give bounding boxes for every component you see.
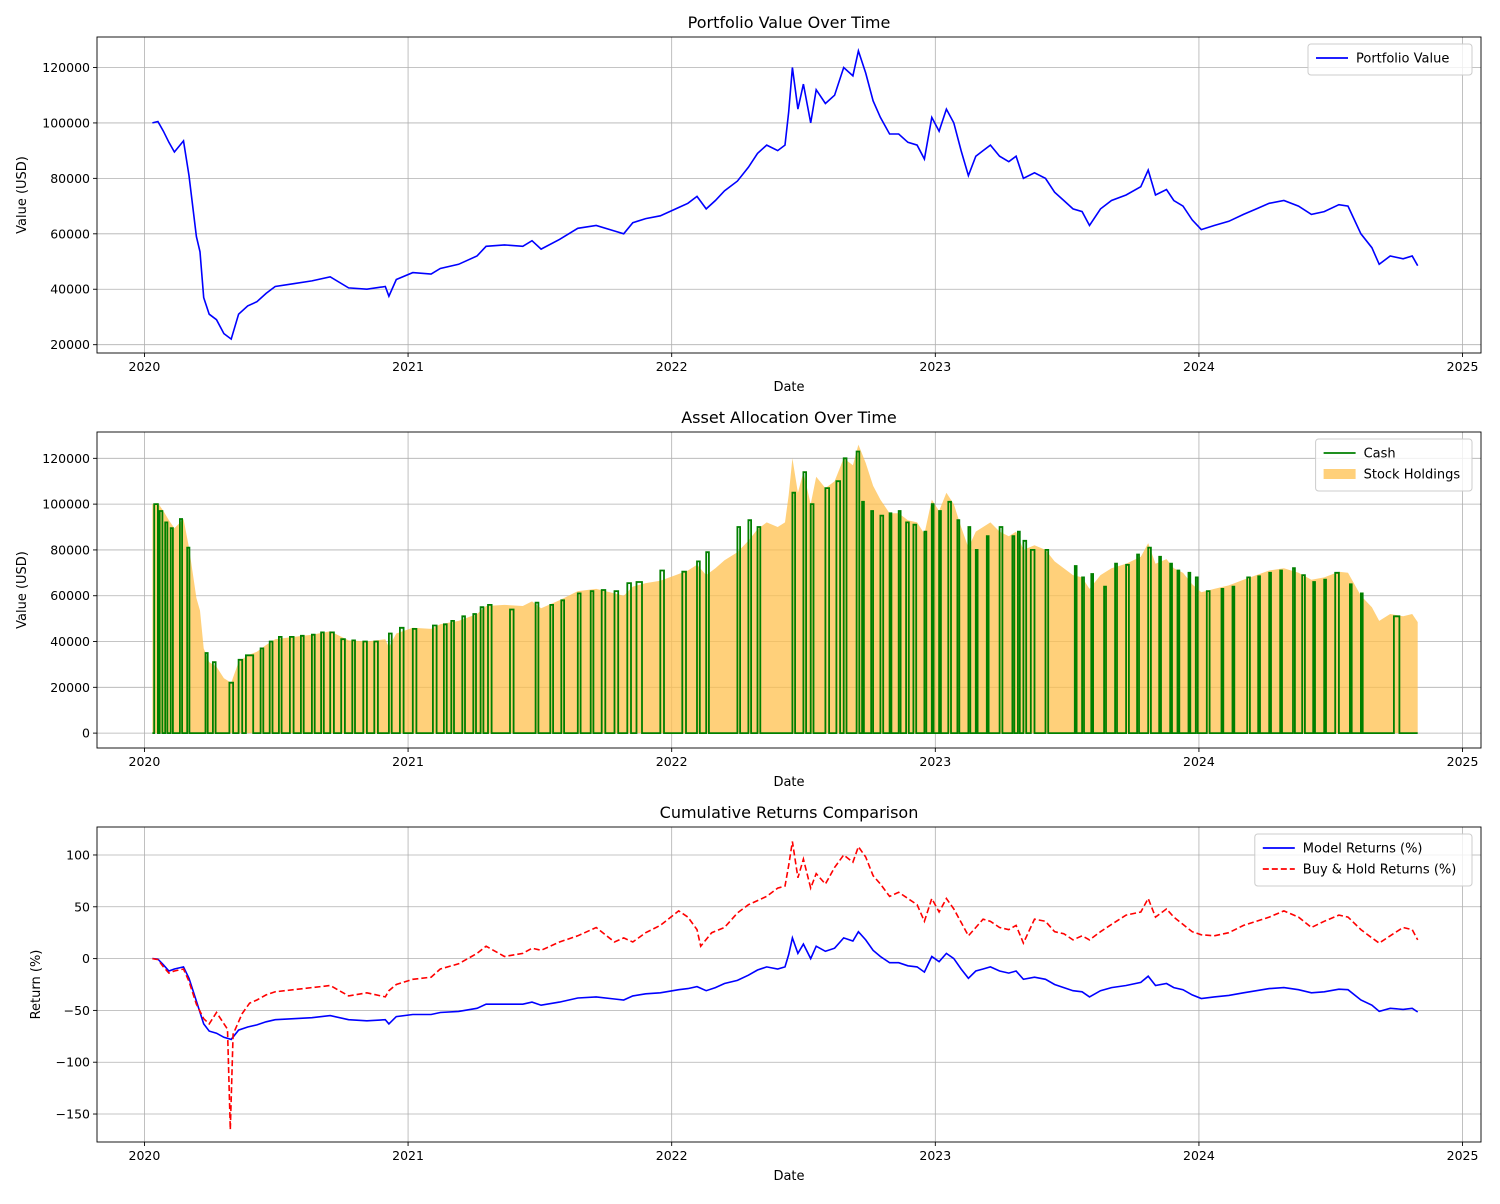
x-tick-label: 2025 [1447, 359, 1479, 374]
chart-title: Asset Allocation Over Time [681, 408, 897, 427]
chart-panel-3: 2020 2021 2022 2023 2024 2025 −150 −100 −50 0 50 10… [29, 803, 1482, 1184]
legend-box [1254, 833, 1473, 887]
x-tick-label: 2023 [919, 359, 951, 374]
y-tick-label: 120000 [42, 451, 90, 466]
chart-panel-1: 2020 2021 2022 2023 2024 2025 20000 40000 60000 8… [15, 13, 1482, 395]
x-tick-label: 2021 [392, 359, 424, 374]
series-line-cash [152, 450, 1418, 734]
axes-frame [96, 36, 1482, 354]
y-tick-label: 0 [82, 726, 90, 741]
y-axis-label: Value (USD) [15, 551, 30, 629]
y-tick-label: −50 [64, 1003, 90, 1018]
x-tick-label: 2023 [919, 1148, 951, 1163]
plot-area [152, 47, 1419, 341]
legend-label: Stock Holdings [1364, 468, 1461, 483]
y-tick-label: 60000 [50, 226, 90, 241]
y-axis-label: Value (USD) [15, 156, 30, 234]
x-tick-label: 2024 [1183, 1148, 1215, 1163]
legend-swatch [1323, 469, 1356, 479]
x-axis-label: Date [773, 775, 804, 790]
x-tick-label: 2022 [656, 754, 688, 769]
series-line-portfolio-value [152, 47, 1419, 341]
y-tick-label: 100 [66, 847, 90, 862]
y-tick-label: 100000 [42, 497, 90, 512]
series-line-model-returns [152, 930, 1419, 1041]
legend-box [1307, 43, 1473, 76]
chart-title: Portfolio Value Over Time [688, 13, 891, 32]
axes-frame [96, 826, 1482, 1143]
x-tick-label: 2022 [656, 359, 688, 374]
x-axis-label: Date [773, 380, 804, 395]
y-tick-label: 50 [74, 899, 90, 914]
y-tick-label: 100000 [42, 115, 90, 130]
x-tick-label: 2020 [129, 1148, 161, 1163]
x-tick-label: 2020 [129, 359, 161, 374]
y-tick-label: 60000 [50, 588, 90, 603]
plot-area [152, 444, 1418, 734]
x-tick-label: 2025 [1447, 754, 1479, 769]
y-axis-label: Return (%) [29, 950, 44, 1020]
x-tick-label: 2020 [129, 754, 161, 769]
legend-label: Buy & Hold Returns (%) [1303, 863, 1457, 878]
plot-area [152, 841, 1419, 1130]
y-tick-label: 40000 [50, 282, 90, 297]
x-axis-label: Date [773, 1169, 804, 1184]
y-tick-label: −150 [56, 1107, 90, 1122]
x-tick-label: 2024 [1183, 359, 1215, 374]
y-tick-label: 20000 [50, 337, 90, 352]
x-tick-label: 2025 [1447, 1148, 1479, 1163]
y-tick-label: 80000 [50, 171, 90, 186]
x-tick-label: 2024 [1183, 754, 1215, 769]
x-tick-label: 2022 [656, 1148, 688, 1163]
y-tick-label: 20000 [50, 680, 90, 695]
legend-label: Portfolio Value [1356, 52, 1449, 67]
legend: Portfolio Value [1307, 43, 1473, 76]
legend-label: Model Returns (%) [1303, 842, 1423, 857]
series-line-buy-hold-returns [152, 841, 1419, 1130]
y-tick-label: 120000 [42, 60, 90, 75]
x-tick-label: 2023 [919, 754, 951, 769]
chart-title: Cumulative Returns Comparison [660, 803, 919, 822]
legend: Model Returns (%) Buy & Hold Returns (%) [1254, 833, 1473, 887]
x-tick-label: 2021 [392, 754, 424, 769]
legend-label: Cash [1364, 447, 1396, 462]
axes-frame [96, 431, 1482, 749]
chart-panel-2: 2020 2021 2022 2023 2024 2025 0 20000 40000 60000… [15, 408, 1482, 790]
y-tick-label: 40000 [50, 634, 90, 649]
legend: Cash Stock Holdings [1315, 438, 1473, 492]
y-tick-label: 0 [82, 951, 90, 966]
y-tick-label: −100 [56, 1055, 90, 1070]
x-tick-label: 2021 [392, 1148, 424, 1163]
area-stock-holdings [152, 444, 1418, 734]
y-tick-label: 80000 [50, 542, 90, 557]
